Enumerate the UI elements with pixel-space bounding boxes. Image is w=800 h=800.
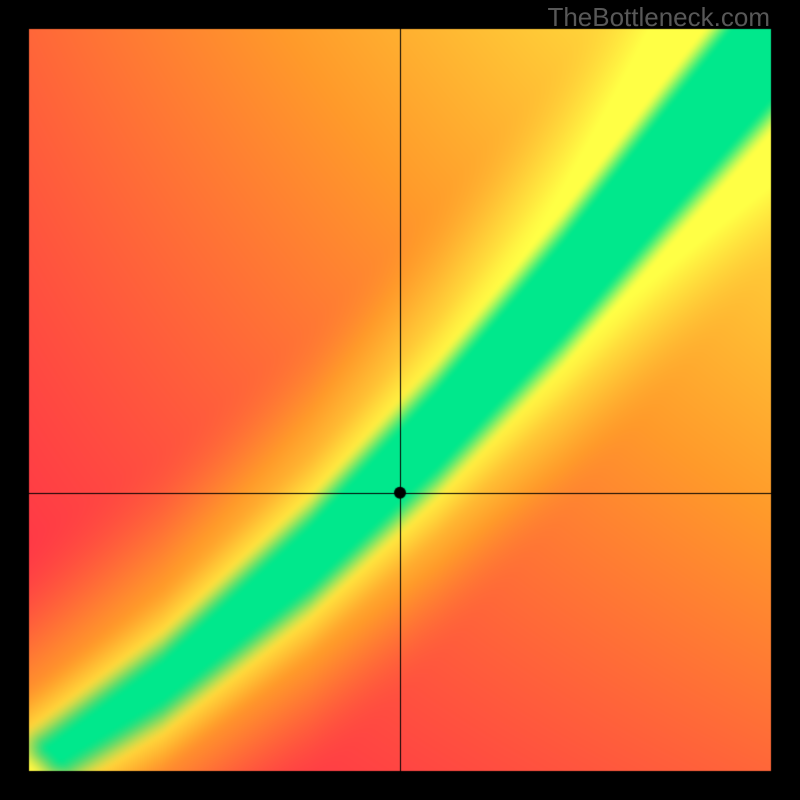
watermark-text: TheBottleneck.com: [547, 2, 770, 33]
heatmap-canvas: [0, 0, 800, 800]
chart-container: TheBottleneck.com: [0, 0, 800, 800]
